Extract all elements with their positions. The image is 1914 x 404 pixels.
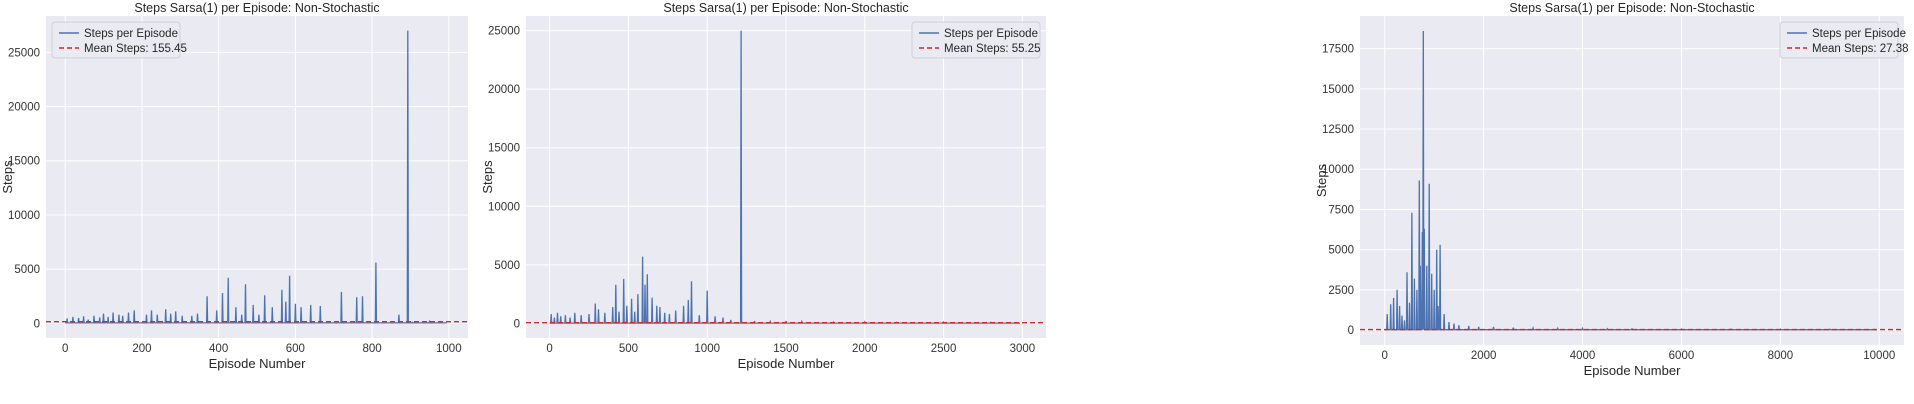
chart-1-title: Steps Sarsa(1) per Episode: Non-Stochast… [134,1,379,15]
chart-2-y-axis-label: Steps [480,160,495,194]
chart-panel-1: 0 200 400 600 800 1000 0 5000 10000 15000 20000 250… [0,0,474,404]
chart-1-x-axis-label: Episode Number [209,356,306,371]
chart-1-y-tick-label-3: 15000 [8,156,40,168]
chart-1-legend-label-1: Mean Steps: 155.45 [84,43,187,55]
chart-2-y-tick-label-3: 15000 [488,143,520,155]
chart-3-y-tick-label-0: 0 [1348,325,1354,337]
chart-2-legend-label-1: Mean Steps: 55.25 [944,43,1041,55]
chart-1-y-tick-label-0: 0 [34,318,40,330]
chart-1: 0 200 400 600 800 100005000100001500020000250… [0,1,468,371]
chart-3-y-tick-label-2: 5000 [1328,245,1354,257]
chart-3-x-axis-label: Episode Number [1584,363,1681,378]
chart-1-x-tick-label-4: 800 [362,343,381,355]
chart-1-y-tick-label-5: 25000 [8,47,40,59]
chart-1-y-tick-label-1: 5000 [14,264,40,276]
chart-2-x-tick-label-4: 2000 [852,343,878,355]
chart-2-x-tick-label-5: 2500 [931,343,957,355]
chart-panel-3: 0 2000 4000 6000 8000 10000 0 2500 5000 7500 10000… [1300,0,1912,404]
chart-3-y-axis-label: Steps [1314,163,1329,197]
chart-3-legend: Steps per Episode Mean Steps: 27.38 [1779,21,1909,59]
chart-2-y-tick-label-0: 0 [514,318,520,330]
chart-3-x-tick-label-2: 4000 [1570,350,1596,362]
chart-1-x-tick-label-0: 0 [62,343,68,355]
chart-1-x-tick-label-2: 400 [209,343,228,355]
chart-3-x-tick-label-5: 10000 [1863,350,1895,362]
chart-3: 0 2000 4000 6000 8000 10000 0 2500 5000 7500 10000… [1314,1,1909,378]
chart-3-legend-box [1779,21,1899,59]
chart-2-x-tick-label-6: 3000 [1010,343,1036,355]
chart-1-y-tick-label-4: 20000 [8,102,40,114]
chart-2-y-tick-label-4: 20000 [488,84,520,96]
chart-1-y-axis-label: Steps [0,160,15,194]
chart-2-x-tick-label-2: 1000 [694,343,720,355]
chart-2-legend: Steps per Episode Mean Steps: 55.25 [911,21,1041,59]
chart-2-legend-label-0: Steps per Episode [944,28,1038,40]
chart-3-legend-label-1: Mean Steps: 27.38 [1812,43,1909,55]
chart-3-y-tick-label-1: 2500 [1328,285,1354,297]
chart-1-series-steps-line [65,30,447,324]
chart-1-x-tick-label-3: 600 [286,343,305,355]
chart-2-x-tick-label-1: 500 [619,343,638,355]
chart-2-y-tick-label-1: 5000 [494,260,520,272]
chart-3-plot-area [1360,16,1904,345]
chart-2-title: Steps Sarsa(1) per Episode: Non-Stochast… [663,1,908,15]
chart-2: 0 500 1000 1500 2000 2500 3000 0 5000 10000 15000 2… [480,1,1046,371]
chart-panel-2: 0 500 1000 1500 2000 2500 3000 0 5000 10000 15000 2… [480,0,1052,404]
chart-1-legend-box [51,21,181,59]
chart-3-y-tick-label-7: 17500 [1322,44,1354,56]
chart-1-legend: Steps per Episode Mean Steps: 155.45 [51,21,187,59]
chart-1-plot-area [46,16,468,338]
chart-1-x-tick-label-1: 200 [132,343,151,355]
chart-3-y-tick-label-4: 10000 [1322,164,1354,176]
chart-1-x-tick-label-5: 1000 [436,343,462,355]
chart-2-legend-box [911,21,1041,59]
chart-2-x-tick-label-0: 0 [546,343,552,355]
chart-3-legend-label-0: Steps per Episode [1812,28,1906,40]
chart-3-y-tick-label-3: 7500 [1328,204,1354,216]
chart-3-x-tick-label-3: 6000 [1669,350,1695,362]
chart-2-y-tick-label-5: 25000 [488,26,520,38]
chart-3-x-tick-label-0: 0 [1382,350,1388,362]
chart-3-x-tick-label-4: 8000 [1768,350,1794,362]
chart-3-y-tick-label-6: 15000 [1322,84,1354,96]
chart-3-y-tick-label-5: 12500 [1322,124,1354,136]
chart-3-series-steps-line [1384,30,1877,331]
chart-1-legend-label-0: Steps per Episode [84,28,178,40]
chart-2-y-tick-label-2: 10000 [488,201,520,213]
chart-2-x-tick-label-3: 1500 [773,343,799,355]
chart-1-y-tick-label-2: 10000 [8,210,40,222]
chart-3-x-tick-label-1: 2000 [1471,350,1497,362]
chart-2-x-axis-label: Episode Number [738,356,835,371]
chart-3-title: Steps Sarsa(1) per Episode: Non-Stochast… [1509,1,1754,15]
